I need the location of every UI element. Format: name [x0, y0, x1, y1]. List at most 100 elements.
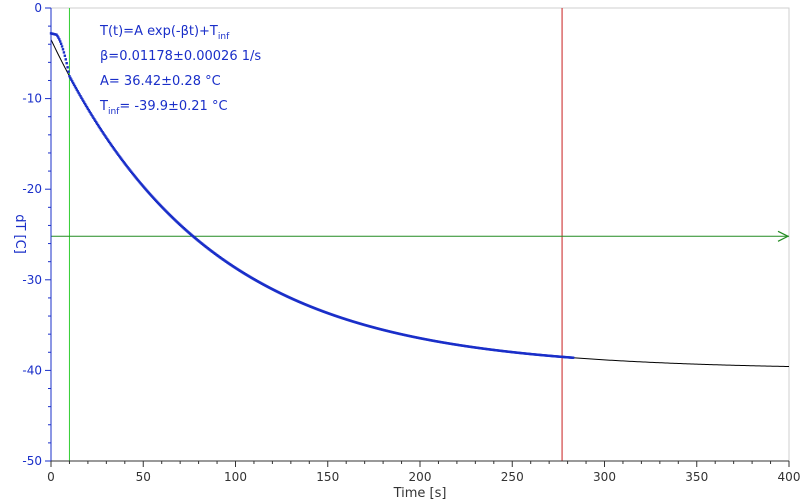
- data-point: [74, 86, 78, 90]
- y-tick-label: -30: [22, 273, 42, 287]
- data-point: [83, 102, 87, 106]
- data-point: [67, 70, 70, 73]
- data-point: [89, 112, 92, 115]
- data-point: [82, 99, 85, 103]
- x-axis-title: Time [s]: [393, 486, 447, 501]
- fit-formula: T(t)=A exp(-βt)+Tinf: [99, 24, 230, 42]
- data-point: [60, 45, 64, 48]
- data-point: [99, 128, 103, 131]
- data-point: [97, 125, 101, 128]
- data-point: [101, 131, 104, 134]
- data-point: [100, 129, 103, 133]
- data-point: [571, 356, 575, 359]
- data-point: [105, 136, 108, 139]
- data-point: [75, 88, 79, 91]
- data-point: [68, 75, 71, 78]
- data-point: [81, 98, 84, 101]
- y-tick-label: -10: [22, 92, 42, 106]
- data-point: [123, 162, 126, 165]
- data-point: [71, 80, 74, 83]
- data-point: [57, 36, 60, 39]
- data-point: [59, 42, 63, 46]
- data-point: [70, 78, 73, 81]
- x-tick-label: 350: [685, 470, 708, 484]
- data-point: [58, 38, 61, 41]
- plot-area: [50, 7, 790, 462]
- data-point: [111, 145, 115, 149]
- data-point: [86, 107, 90, 110]
- data-point: [103, 133, 106, 137]
- y-tick-label: 0: [34, 1, 42, 15]
- x-tick-label: 0: [47, 470, 55, 484]
- data-point: [120, 158, 124, 162]
- x-tick-label: 200: [409, 470, 432, 484]
- x-tick-label: 400: [778, 470, 800, 484]
- data-point: [115, 151, 118, 154]
- data-point: [112, 147, 115, 150]
- data-point: [71, 81, 75, 85]
- level-cursor-arrow-icon: [777, 230, 790, 242]
- data-point: [92, 116, 95, 120]
- data-point: [55, 33, 58, 36]
- cursor-layer: [51, 8, 790, 461]
- x-tick-label: 300: [593, 470, 616, 484]
- fit-tinf: Tinf= -39.9±0.21 °C: [99, 99, 228, 117]
- data-point: [95, 122, 99, 125]
- data-point: [85, 106, 89, 109]
- data-point: [56, 34, 59, 38]
- data-point: [106, 139, 110, 142]
- data-point: [106, 137, 109, 141]
- y-tick-label: -50: [22, 454, 42, 468]
- x-tick-label: 150: [316, 470, 339, 484]
- data-point: [72, 83, 76, 86]
- x-tick-label: 50: [136, 470, 151, 484]
- data-point: [107, 140, 111, 144]
- data-point: [118, 156, 122, 159]
- data-point: [65, 62, 68, 65]
- data-point: [76, 90, 79, 93]
- data-point: [121, 159, 125, 163]
- data-point: [79, 95, 82, 98]
- data-point: [61, 48, 65, 51]
- x-tick-label: 250: [501, 470, 524, 484]
- y-tick-label: -40: [22, 363, 42, 377]
- data-point: [109, 143, 113, 146]
- fit-formula-text: T(t)=A exp(-βt)+T: [99, 24, 218, 39]
- data-point: [84, 104, 88, 107]
- data-point: [90, 113, 93, 117]
- data-point: [80, 96, 83, 100]
- data-point: [119, 157, 123, 160]
- data-point: [69, 76, 72, 80]
- data-point: [118, 154, 121, 158]
- data-point: [114, 149, 117, 153]
- fit-tinf-value: = -39.9±0.21 °C: [119, 99, 227, 114]
- data-point: [94, 119, 97, 122]
- data-point: [73, 85, 77, 88]
- data-point: [83, 101, 86, 104]
- data-point: [116, 152, 119, 155]
- fit-tinf-subscript: inf: [108, 107, 120, 117]
- data-point: [91, 115, 94, 118]
- data-point: [122, 161, 126, 164]
- data-point: [77, 91, 80, 95]
- fit-formula-subscript: inf: [218, 32, 230, 42]
- data-point: [95, 121, 98, 124]
- fit-tinf-symbol: T: [99, 99, 108, 114]
- data-points-layer: [49, 32, 575, 359]
- x-tick-label: 100: [224, 470, 247, 484]
- data-point: [110, 144, 114, 148]
- data-point: [113, 148, 116, 151]
- fit-beta: β=0.01178±0.00026 1/s: [100, 49, 261, 64]
- data-point: [88, 110, 91, 114]
- data-point: [117, 153, 120, 157]
- data-point: [98, 126, 102, 130]
- data-point: [93, 118, 96, 121]
- data-point: [59, 40, 62, 43]
- fit-annotation: T(t)=A exp(-βt)+Tinf β=0.01178±0.00026 1…: [99, 24, 261, 117]
- data-point: [87, 109, 91, 112]
- y-tick-label: -20: [22, 182, 42, 196]
- data-point: [64, 58, 67, 61]
- data-point: [104, 135, 107, 138]
- data-point: [62, 51, 66, 54]
